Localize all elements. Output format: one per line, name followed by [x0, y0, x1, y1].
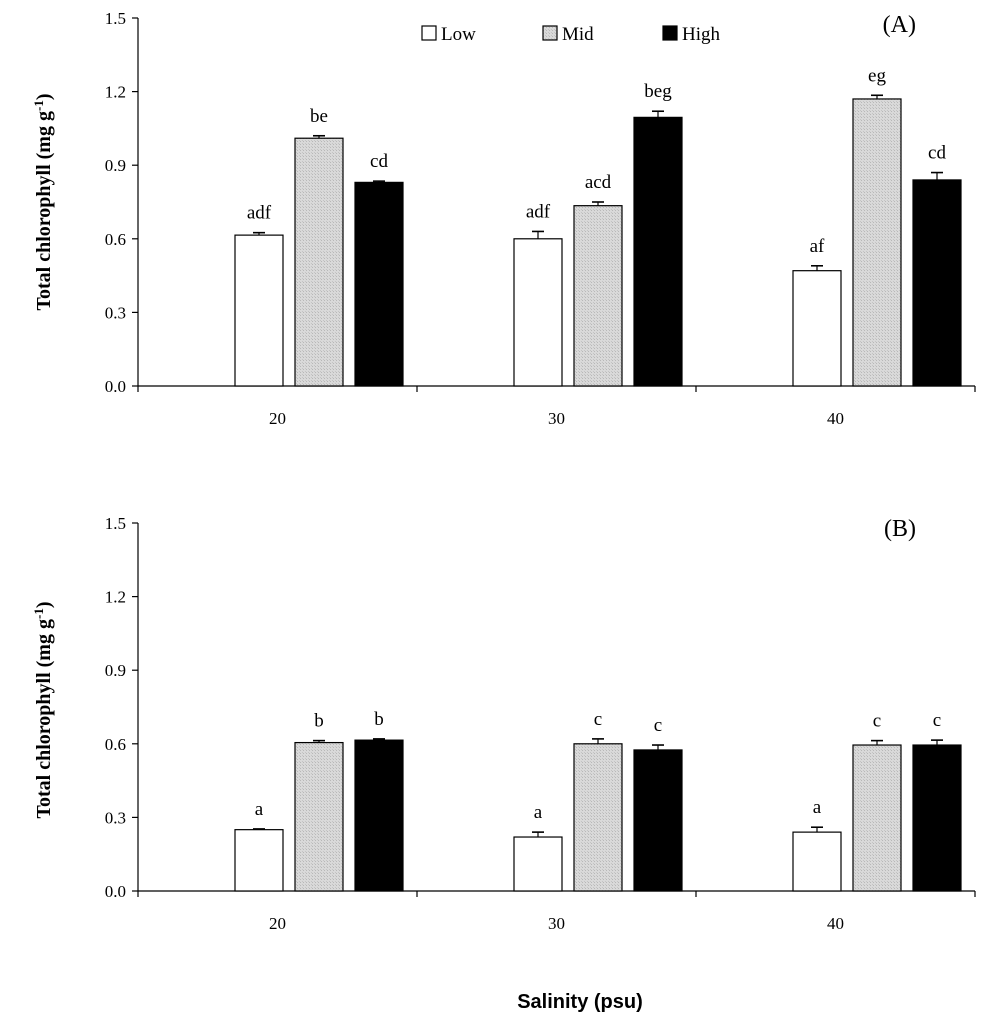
bar-mid [852, 744, 902, 892]
significance-label: af [810, 236, 825, 257]
significance-label: beg [644, 81, 672, 102]
bar-mid [852, 98, 902, 387]
panel-label: (B) [884, 516, 916, 542]
bar-mid [573, 205, 623, 387]
y-tick-label: 1.2 [105, 83, 126, 102]
significance-label: acd [585, 172, 612, 193]
legend-swatch-high [662, 25, 678, 41]
significance-label: cd [928, 143, 946, 164]
significance-label: c [654, 715, 662, 736]
significance-label: b [314, 711, 324, 732]
y-tick-label: 0.0 [105, 377, 126, 396]
significance-label: b [374, 709, 384, 730]
panel-a-chart: 0.0 0.3 0.6 0.9 1.2 1.5 20 30 40 adf adf af be acd eg c… [31, 9, 976, 428]
legend-label-low: Low [441, 24, 476, 45]
bar-high [354, 181, 404, 387]
bar-high [354, 739, 404, 892]
significance-label: cd [370, 151, 388, 172]
x-tick-label: 20 [269, 409, 286, 428]
x-axis-label: Salinity (psu) [517, 991, 643, 1013]
y-tick-label: 1.2 [105, 588, 126, 607]
x-tick-label: 30 [548, 409, 565, 428]
significance-label: be [310, 106, 328, 127]
legend: Low Mid High [421, 24, 721, 45]
panel-b-chart: 0.0 0.3 0.6 0.9 1.2 1.5 20 30 40 a a a b c c b c c (B) Tota… [31, 514, 976, 933]
significance-label: a [255, 799, 264, 820]
x-tick-label: 40 [827, 409, 844, 428]
legend-swatch-low [421, 25, 437, 41]
significance-label: eg [868, 65, 886, 86]
x-tick-label: 20 [269, 914, 286, 933]
legend-label-high: High [682, 24, 721, 45]
y-tick-label: 0.0 [105, 882, 126, 901]
y-tick-label: 0.6 [105, 230, 126, 249]
significance-label: c [594, 709, 602, 730]
panel-label: (A) [883, 12, 916, 38]
y-tick-label: 0.6 [105, 735, 126, 754]
significance-label: c [933, 710, 941, 731]
bar-high [912, 179, 962, 387]
significance-label: c [873, 711, 881, 732]
legend-swatch-mid [542, 25, 558, 41]
bar-low [513, 238, 563, 387]
y-tick-label: 1.5 [105, 514, 126, 533]
x-tick-label: 40 [827, 914, 844, 933]
significance-label: a [813, 797, 822, 818]
significance-label: adf [526, 201, 551, 222]
y-axis-label: Total chlorophyll (mg g-1) [31, 602, 56, 819]
significance-label: adf [247, 203, 272, 224]
y-axis-label: Total chlorophyll (mg g-1) [31, 94, 56, 311]
y-tick-label: 0.9 [105, 661, 126, 680]
bar-low [234, 829, 284, 892]
significance-label: a [534, 802, 543, 823]
legend-label-mid: Mid [562, 24, 594, 45]
x-tick-label: 30 [548, 914, 565, 933]
bar-high [633, 116, 683, 387]
bar-low [513, 836, 563, 892]
bar-low [792, 831, 842, 892]
y-tick-label: 0.3 [105, 303, 126, 322]
bar-high [633, 749, 683, 892]
bar-high [912, 744, 962, 892]
bar-mid [294, 741, 344, 892]
y-tick-label: 1.5 [105, 9, 126, 28]
y-tick-label: 0.3 [105, 808, 126, 827]
bar-low [234, 234, 284, 387]
y-tick-label: 0.9 [105, 156, 126, 175]
bar-low [792, 270, 842, 387]
bar-mid [573, 743, 623, 892]
bar-mid [294, 137, 344, 387]
